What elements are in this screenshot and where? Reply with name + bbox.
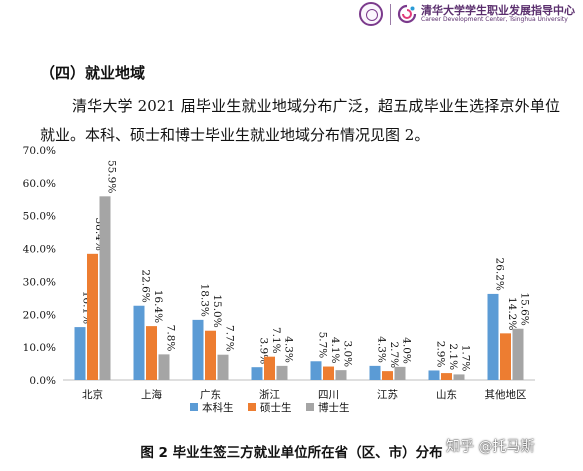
bar-undergrad (133, 305, 145, 380)
bar-phd (394, 366, 406, 380)
data-value-label: 18.3% (199, 284, 211, 317)
data-value-label: 26.2% (494, 258, 506, 291)
x-category-label: 北京 (82, 388, 103, 401)
bar-master (500, 333, 511, 380)
data-value-label: 4.0% (401, 337, 413, 364)
data-value-label: 2.7% (388, 341, 400, 368)
bar-undergrad (369, 365, 381, 380)
data-value-label: 7.1% (270, 327, 282, 354)
legend-swatch (190, 403, 198, 411)
data-value-label: 55.9% (106, 160, 118, 193)
bar-master (205, 330, 216, 380)
bar-master (323, 366, 334, 380)
bar-undergrad (487, 293, 499, 380)
data-value-label: 15.6% (519, 292, 531, 325)
body-paragraph: 清华大学 2021 届毕业生就业地域分布广泛，超五成毕业生选择京外单位就业。本科… (40, 97, 560, 144)
bar-master (264, 356, 275, 380)
y-tick-label: 20.0% (23, 309, 56, 321)
data-value-label: 7.7% (224, 325, 236, 352)
bar-undergrad (192, 319, 204, 380)
bar-phd (217, 354, 229, 380)
data-value-label: 15.0% (211, 294, 223, 327)
bar-phd (276, 365, 288, 380)
career-center-english-name: Career Development Center, Tsinghua Univ… (421, 16, 568, 23)
data-value-label: 14.2% (506, 297, 518, 330)
data-value-label: 4.3% (376, 336, 388, 363)
logo-divider (390, 4, 391, 25)
data-value-label: 4.1% (329, 337, 341, 364)
bar-undergrad (428, 370, 440, 380)
bar-undergrad (74, 327, 86, 380)
data-value-label: 1.7% (460, 345, 472, 372)
y-tick-label: 0.0% (29, 375, 56, 387)
university-logo: 清华大学学生职业发展指导中心 Career Development Center… (359, 2, 575, 28)
bar-phd (335, 370, 347, 380)
x-category-label: 广东 (200, 388, 221, 401)
data-value-label: 22.6% (140, 269, 152, 302)
x-category-label: 山东 (436, 388, 457, 401)
x-category-label: 上海 (141, 388, 162, 401)
y-tick-label: 70.0% (23, 145, 56, 157)
career-center-mark-icon (397, 4, 417, 24)
section-heading: （四）就业地域 (40, 64, 146, 82)
data-value-label: 5.7% (317, 332, 329, 359)
bar-undergrad (251, 367, 263, 380)
bar-master (87, 253, 98, 380)
data-value-label: 16.4% (152, 290, 164, 323)
x-category-label: 四川 (318, 389, 339, 401)
bar-phd (158, 354, 170, 380)
zhihu-watermark: 知乎 @托马斯 (446, 439, 535, 455)
x-category-label: 浙江 (259, 389, 280, 401)
figure-caption: 图 2 毕业生签三方就业单位所在省（区、市）分布 (140, 445, 443, 461)
data-value-label: 3.0% (342, 340, 354, 367)
bar-undergrad (310, 361, 322, 380)
data-value-label: 2.9% (435, 341, 447, 368)
legend-label: 硕士生 (260, 401, 292, 414)
x-category-label: 其他地区 (485, 388, 527, 401)
x-category-label: 江苏 (377, 388, 398, 401)
data-value-label: 4.3% (283, 336, 295, 363)
employment-region-bar-chart: 0.0% 10.0% 20.0% 30.0% 40.0% 50.0% 60.0% 70.0% 北… (23, 145, 535, 414)
legend-label: 本科生 (202, 401, 234, 414)
y-tick-label: 50.0% (23, 211, 56, 223)
bar-master (146, 326, 157, 380)
bar-master (441, 373, 452, 380)
y-tick-label: 40.0% (23, 244, 56, 256)
y-tick-label: 30.0% (23, 276, 56, 288)
bar-phd (99, 196, 111, 380)
header-banner: 清华大学学生职业发展指导中心 Career Development Center… (0, 0, 583, 30)
data-value-label: 7.8% (165, 325, 177, 352)
y-tick-label: 60.0% (23, 178, 56, 190)
bar-phd (453, 374, 465, 380)
bar-master (382, 371, 393, 380)
y-tick-label: 10.0% (23, 342, 56, 354)
data-value-label: 2.1% (447, 343, 459, 370)
bar-phd (512, 328, 524, 380)
university-seal-icon (359, 2, 383, 26)
career-center-name: 清华大学学生职业发展指导中心 (421, 4, 575, 17)
legend-swatch (306, 403, 314, 411)
legend-label: 博士生 (318, 401, 350, 414)
legend-swatch (248, 403, 256, 411)
